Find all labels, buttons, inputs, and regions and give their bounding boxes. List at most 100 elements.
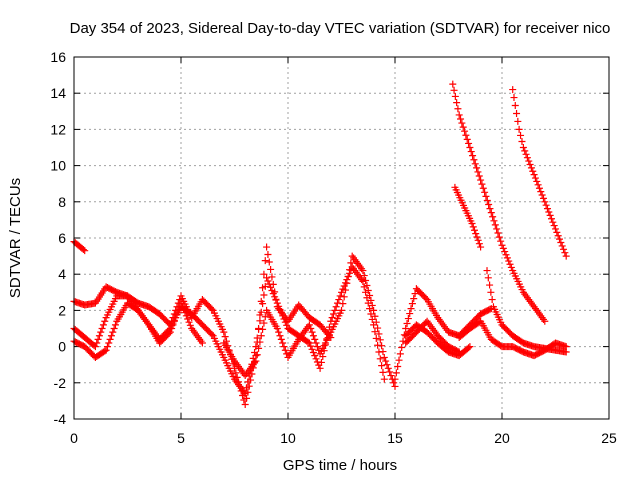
data-point — [478, 180, 486, 188]
data-point — [173, 310, 181, 318]
series-arc-i — [449, 80, 549, 325]
y-tick-label: -4 — [54, 411, 67, 427]
data-point — [344, 272, 352, 280]
data-point — [263, 274, 271, 282]
data-point — [380, 375, 388, 383]
data-point — [503, 254, 511, 262]
data-point — [93, 339, 101, 347]
data-point — [530, 171, 538, 179]
data-point — [79, 246, 87, 254]
data-point — [453, 99, 461, 107]
data-point — [305, 339, 313, 347]
data-point — [404, 315, 412, 323]
series-arc-f — [391, 285, 495, 383]
data-point — [166, 328, 174, 336]
data-point — [346, 266, 354, 274]
data-point — [252, 357, 260, 365]
y-tick-label: 6 — [58, 230, 66, 246]
data-point — [507, 263, 515, 271]
data-point — [208, 330, 216, 338]
data-point — [546, 211, 554, 219]
data-point — [279, 312, 287, 320]
data-point — [177, 299, 185, 307]
data-point — [366, 291, 374, 299]
data-point — [308, 328, 316, 336]
data-point — [403, 320, 411, 328]
y-tick-label: 2 — [58, 302, 66, 318]
data-point — [343, 279, 351, 287]
data-point — [383, 361, 391, 369]
data-point — [265, 258, 273, 266]
data-point — [387, 372, 395, 380]
data-point — [277, 309, 285, 317]
data-point — [521, 147, 529, 155]
data-point — [519, 144, 527, 151]
data-point — [477, 176, 485, 184]
data-point — [493, 225, 501, 233]
series-arc-e — [220, 252, 399, 390]
data-point — [106, 335, 114, 343]
data-point — [336, 292, 344, 300]
data-point — [533, 177, 541, 185]
data-point — [243, 384, 251, 392]
data-point — [279, 339, 287, 347]
data-point — [477, 243, 485, 251]
data-point — [557, 239, 565, 247]
y-tick-label: 14 — [50, 85, 66, 101]
y-tick-label: 12 — [50, 121, 66, 137]
data-point — [484, 274, 492, 282]
data-point — [260, 270, 268, 278]
data-point — [556, 235, 564, 243]
data-point — [505, 257, 513, 265]
data-point — [331, 306, 339, 314]
data-point — [372, 334, 380, 342]
data-point — [479, 184, 487, 192]
data-point — [371, 328, 379, 336]
chart-title: Day 354 of 2023, Sidereal Day-to-day VTE… — [70, 20, 611, 37]
data-point — [554, 232, 562, 240]
data-point — [220, 328, 228, 336]
axis-ticks: 0 5 10 15 20 25 -4 -2 0 2 4 6 8 10 12 14 16 — [50, 49, 617, 446]
data-point — [527, 164, 535, 172]
data-point — [558, 242, 566, 250]
data-point — [535, 184, 543, 192]
data-point — [513, 109, 521, 117]
data-point — [280, 343, 288, 351]
data-point — [312, 339, 320, 347]
data-point — [463, 135, 471, 143]
data-point — [541, 198, 549, 206]
data-point — [466, 343, 474, 351]
gridlines — [74, 57, 609, 419]
data-point — [257, 308, 265, 316]
data-point — [304, 338, 312, 346]
data-point — [103, 343, 111, 351]
data-point — [109, 328, 117, 336]
data-point — [529, 167, 537, 175]
data-point — [486, 281, 494, 289]
data-point — [398, 344, 406, 352]
data-point — [264, 277, 272, 285]
data-point — [312, 355, 320, 363]
data-point — [98, 325, 106, 332]
data-point — [511, 102, 519, 110]
data-point — [308, 345, 316, 353]
data-point — [472, 230, 480, 238]
data-point — [506, 260, 514, 268]
data-point — [342, 286, 350, 294]
data-point — [253, 351, 261, 359]
data-point — [371, 312, 379, 320]
series-arc-g — [402, 321, 474, 360]
data-point — [526, 160, 534, 168]
data-point — [307, 325, 315, 332]
data-point — [305, 321, 313, 329]
data-point — [329, 310, 337, 318]
data-point — [469, 152, 477, 160]
data-point — [316, 364, 324, 372]
data-point — [378, 342, 386, 350]
data-point — [486, 205, 494, 213]
data-point — [534, 181, 542, 189]
data-point — [510, 94, 518, 102]
data-point — [481, 188, 489, 196]
series-arc-a — [70, 238, 89, 255]
